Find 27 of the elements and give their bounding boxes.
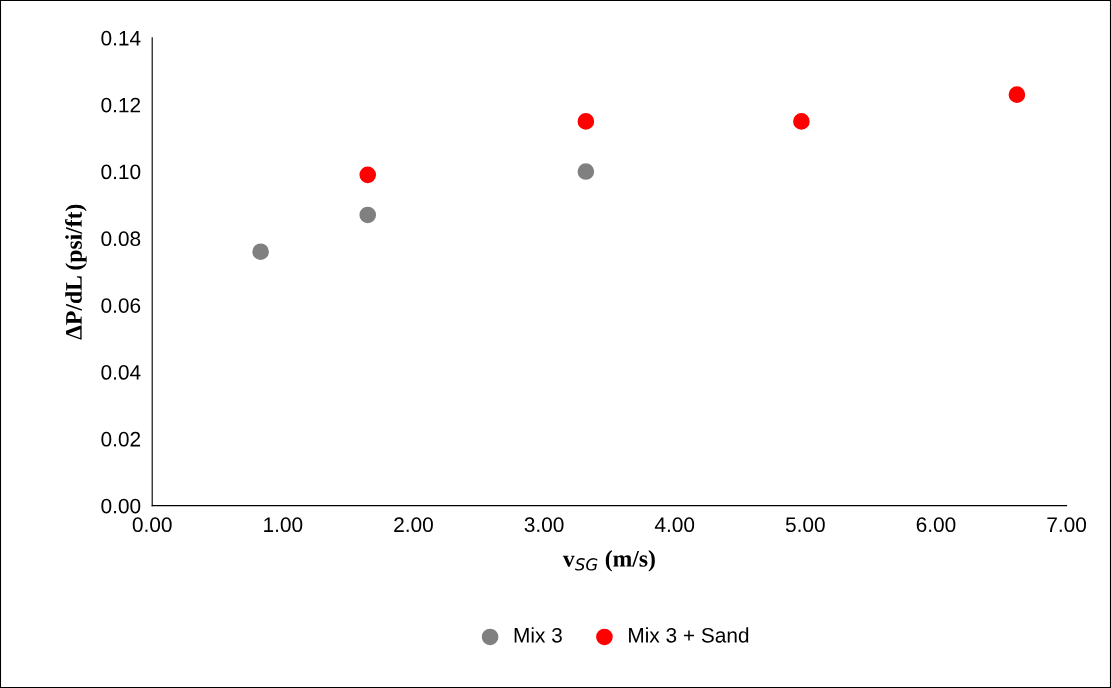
y-tick-label: 0.04 <box>101 365 141 380</box>
y-axis-title: ΔP/dL (psi/ft) <box>65 204 87 340</box>
y-tick-label: 0.08 <box>101 231 141 247</box>
y-tick-label: 0.00 <box>101 498 141 514</box>
point <box>359 206 377 224</box>
point <box>359 166 377 184</box>
point <box>252 243 269 261</box>
y-tick-label: 0.10 <box>101 164 141 180</box>
point <box>577 113 595 130</box>
x-tick-label: 3.00 <box>524 517 564 533</box>
point <box>1008 86 1026 103</box>
x-tick-label: 2.00 <box>394 517 433 533</box>
y-tick-label: 0.06 <box>101 298 141 313</box>
legend-label: Mix 3 + Sand <box>629 627 749 643</box>
x-tick-label: 5.00 <box>785 517 825 533</box>
y-tick-label: 0.14 <box>101 30 141 46</box>
x-tick-label: 6.00 <box>916 517 956 533</box>
x-tick-label: 1.00 <box>264 517 303 533</box>
legend-label: Mix 3 <box>514 627 562 643</box>
point <box>577 163 595 180</box>
x-tick-label: 0.00 <box>132 517 172 533</box>
point <box>793 113 810 130</box>
y-tick-label: 0.12 <box>101 97 141 113</box>
x-tick-label: 7.00 <box>1047 517 1087 533</box>
y-tick-label: 0.02 <box>101 431 141 447</box>
x-tick-label: 4.00 <box>654 517 695 533</box>
x-axis-title: v$_{SG}$ (m/s) <box>562 550 655 572</box>
